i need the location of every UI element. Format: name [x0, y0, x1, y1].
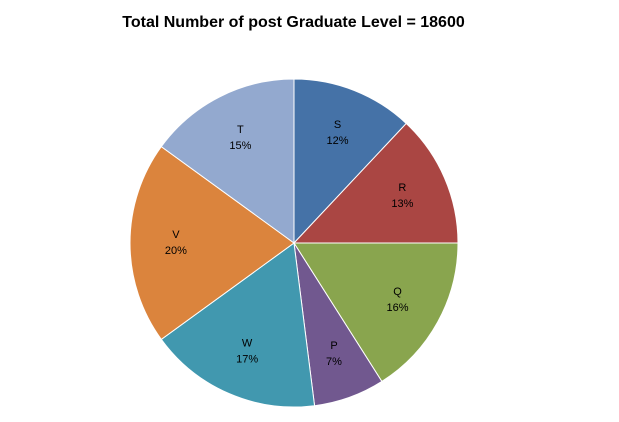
pie-slice-q — [293, 242, 459, 383]
slice-name-label: R — [398, 182, 406, 194]
slice-value-label: 12% — [326, 135, 348, 147]
slice-value-label: 17% — [236, 353, 258, 365]
slice-value-label: 20% — [165, 245, 187, 257]
pie-slice-t — [160, 78, 295, 244]
pie-slice-v — [129, 145, 295, 341]
pie-slices — [129, 78, 459, 408]
slice-value-label: 7% — [326, 356, 342, 368]
pie-slice-s — [293, 78, 407, 245]
slice-name-label: W — [242, 337, 253, 349]
slice-name-label: P — [330, 340, 337, 352]
pie-labels: S 12% R 13% Q 16% P 7% W 17% V 20% T 15% — [165, 119, 414, 368]
slice-value-label: 15% — [229, 140, 251, 152]
pie-slice-w — [160, 242, 316, 408]
slice-value-label: 16% — [386, 302, 408, 314]
slice-name-label: T — [237, 124, 244, 136]
slice-name-label: S — [334, 119, 341, 131]
slice-value-label: 13% — [391, 198, 413, 210]
pie-slice-r — [292, 122, 459, 244]
slice-name-label: V — [172, 229, 180, 241]
chart-title: Total Number of post Graduate Level = 18… — [122, 14, 465, 31]
slice-name-label: Q — [393, 286, 402, 298]
